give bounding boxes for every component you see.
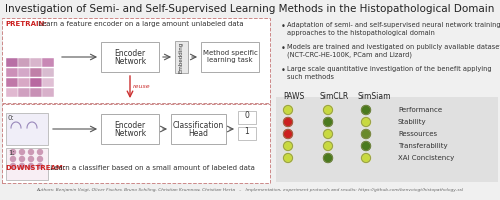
Text: •: • — [281, 66, 286, 75]
Text: Transferability: Transferability — [398, 143, 448, 149]
Circle shape — [284, 117, 292, 127]
FancyBboxPatch shape — [238, 127, 256, 140]
Text: 0: 0 — [244, 112, 250, 120]
FancyBboxPatch shape — [171, 114, 226, 144]
Circle shape — [362, 106, 370, 114]
Text: Models are trained and ivestigated on publicly available datasets
(NCT-CRC-HE-10: Models are trained and ivestigated on pu… — [287, 44, 500, 58]
Bar — [18, 68, 30, 77]
Circle shape — [284, 142, 292, 150]
Text: Encoder: Encoder — [114, 121, 146, 130]
Circle shape — [362, 154, 370, 162]
Text: Learn a classifier based on a small amount of labeled data: Learn a classifier based on a small amou… — [48, 165, 255, 171]
Circle shape — [324, 130, 332, 138]
FancyBboxPatch shape — [2, 104, 270, 183]
Text: Network: Network — [114, 56, 146, 66]
Bar — [6, 58, 18, 67]
FancyBboxPatch shape — [2, 18, 270, 103]
FancyBboxPatch shape — [238, 111, 256, 124]
Bar — [18, 77, 30, 87]
Text: Stability: Stability — [398, 119, 426, 125]
Text: Authors: Benjamin Voigt, Oliver Fischer, Bruno Schiling, Christian Krumnow, Chri: Authors: Benjamin Voigt, Oliver Fischer,… — [36, 188, 464, 192]
FancyBboxPatch shape — [6, 148, 48, 180]
Text: DOWNSTREAM:: DOWNSTREAM: — [5, 165, 66, 171]
Bar — [42, 68, 54, 77]
Text: Method specific: Method specific — [202, 50, 258, 56]
Circle shape — [28, 156, 34, 162]
Circle shape — [324, 106, 332, 114]
Text: 1:: 1: — [8, 150, 15, 156]
Circle shape — [324, 117, 332, 127]
FancyBboxPatch shape — [175, 41, 188, 73]
Bar — [6, 77, 18, 87]
Text: •: • — [281, 22, 286, 31]
Text: Classification: Classification — [172, 121, 224, 130]
Text: XAI Concistency: XAI Concistency — [398, 155, 454, 161]
Text: SimCLR: SimCLR — [320, 92, 349, 101]
Circle shape — [20, 150, 24, 154]
Circle shape — [10, 164, 16, 168]
Text: Encoder: Encoder — [114, 49, 146, 58]
Circle shape — [10, 150, 16, 154]
Text: SimSiam: SimSiam — [358, 92, 392, 101]
Text: Investigation of Semi- and Self-Supervised Learning Methods in the Histopatholog: Investigation of Semi- and Self-Supervis… — [6, 4, 494, 14]
Text: 0:: 0: — [8, 115, 15, 121]
Circle shape — [28, 150, 34, 154]
Circle shape — [284, 154, 292, 162]
Text: Performance: Performance — [398, 107, 442, 113]
Circle shape — [38, 156, 43, 162]
Text: Embedding: Embedding — [178, 41, 184, 73]
Bar — [42, 88, 54, 97]
Text: PRETRAIN:: PRETRAIN: — [5, 21, 47, 27]
Text: Adaptation of semi- and self-supervised neural network training
approaches to th: Adaptation of semi- and self-supervised … — [287, 22, 500, 36]
Circle shape — [362, 117, 370, 127]
Text: learning task: learning task — [207, 57, 253, 63]
Circle shape — [20, 156, 24, 162]
Bar — [30, 58, 42, 67]
Circle shape — [324, 154, 332, 162]
FancyBboxPatch shape — [101, 114, 159, 144]
Bar — [30, 77, 42, 87]
Text: Ressources: Ressources — [398, 131, 437, 137]
Bar — [6, 68, 18, 77]
Circle shape — [38, 150, 43, 154]
Circle shape — [362, 130, 370, 138]
Circle shape — [284, 130, 292, 138]
Text: 1: 1 — [244, 128, 250, 136]
Bar — [18, 88, 30, 97]
Text: Head: Head — [188, 129, 208, 138]
Bar — [42, 77, 54, 87]
Circle shape — [38, 164, 43, 168]
Text: Large scale quantitative investigation of the benefit applying
such methods: Large scale quantitative investigation o… — [287, 66, 492, 80]
Text: reuse: reuse — [133, 84, 150, 90]
Bar — [30, 68, 42, 77]
Circle shape — [20, 164, 24, 168]
Text: Network: Network — [114, 129, 146, 138]
FancyBboxPatch shape — [101, 42, 159, 72]
FancyBboxPatch shape — [201, 42, 259, 72]
Circle shape — [28, 164, 34, 168]
Bar — [30, 88, 42, 97]
Bar — [6, 88, 18, 97]
Text: •: • — [281, 44, 286, 53]
Text: Learn a feature encoder on a large amount unlabeled data: Learn a feature encoder on a large amoun… — [36, 21, 244, 27]
Text: PAWS: PAWS — [283, 92, 304, 101]
FancyBboxPatch shape — [6, 113, 48, 145]
Bar — [18, 58, 30, 67]
Circle shape — [10, 156, 16, 162]
Circle shape — [284, 106, 292, 114]
FancyBboxPatch shape — [276, 97, 498, 182]
Circle shape — [324, 142, 332, 150]
Circle shape — [362, 142, 370, 150]
Bar — [42, 58, 54, 67]
